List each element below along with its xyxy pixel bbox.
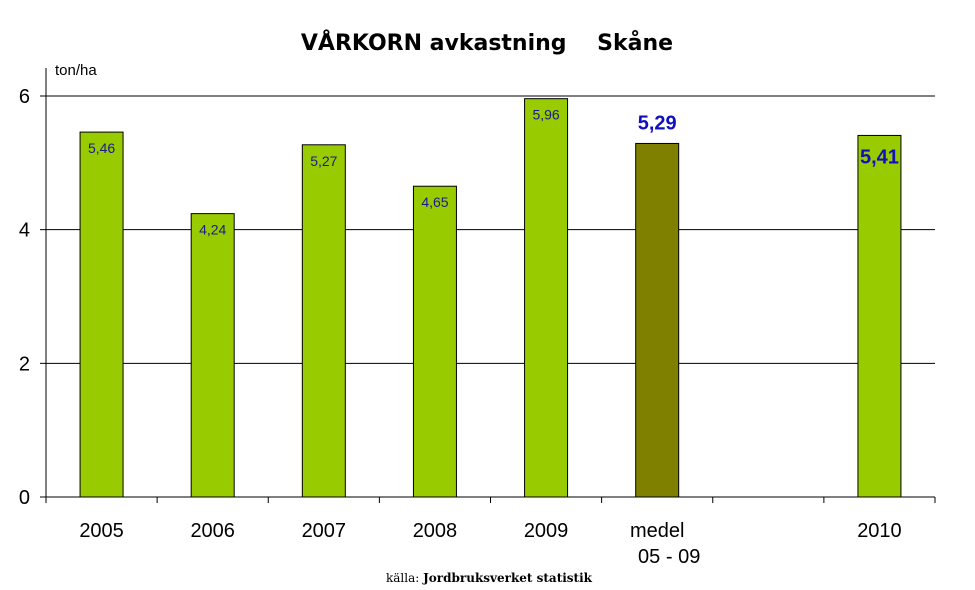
x-tick-label-5: medel: [630, 520, 684, 542]
chart-title: VÅRKORN avkastning Skåne: [301, 30, 673, 56]
x-tick-label-1: 2006: [190, 520, 235, 542]
y-tick-label-2: 4: [19, 220, 30, 242]
bar-7: [857, 134, 902, 498]
value-label-5: 5,29: [638, 112, 677, 134]
bar-1: [190, 213, 235, 498]
bar-2: [301, 144, 346, 498]
bar-4: [524, 98, 569, 498]
source-prefix: källa:: [386, 571, 423, 585]
x-tick-label-7: 2010: [857, 520, 902, 542]
value-label-7: 5,41: [860, 146, 899, 168]
x-tick-label-0: 2005: [79, 520, 124, 542]
gridlines: [46, 95, 935, 364]
y-axis-label: ton/ha: [55, 62, 97, 79]
source-note: källa: Jordbruksverket statistik: [386, 571, 593, 585]
y-tick-labels: 0 2 4 6: [19, 86, 30, 509]
y-tick-label-0: 0: [19, 487, 30, 509]
value-label-2: 5,27: [310, 153, 337, 169]
value-label-1: 4,24: [199, 222, 226, 238]
x-tick-label-3: 2008: [413, 520, 458, 542]
bar-5: [635, 142, 680, 498]
x-tick-label-4: 2009: [524, 520, 569, 542]
x-tick-label-2: 2007: [302, 520, 347, 542]
value-labels: 5,46 4,24 5,27 4,65 5,96 5,29 5,41: [88, 107, 899, 238]
source-name: Jordbruksverket statistik: [422, 571, 593, 585]
bar-0: [79, 131, 124, 498]
y-tick-label-1: 2: [19, 353, 30, 375]
y-tick-label-3: 6: [19, 86, 30, 108]
value-label-3: 4,65: [421, 194, 448, 210]
bar-3: [412, 185, 457, 498]
value-label-4: 5,96: [532, 107, 559, 123]
axes: [40, 68, 936, 503]
value-label-0: 5,46: [88, 140, 115, 156]
x-tick-labels: 2005 2006 2007 2008 2009 medel 05 - 09 2010: [79, 520, 901, 568]
x-tick-sublabel-5: 05 - 09: [638, 546, 700, 568]
bars: [79, 98, 902, 498]
